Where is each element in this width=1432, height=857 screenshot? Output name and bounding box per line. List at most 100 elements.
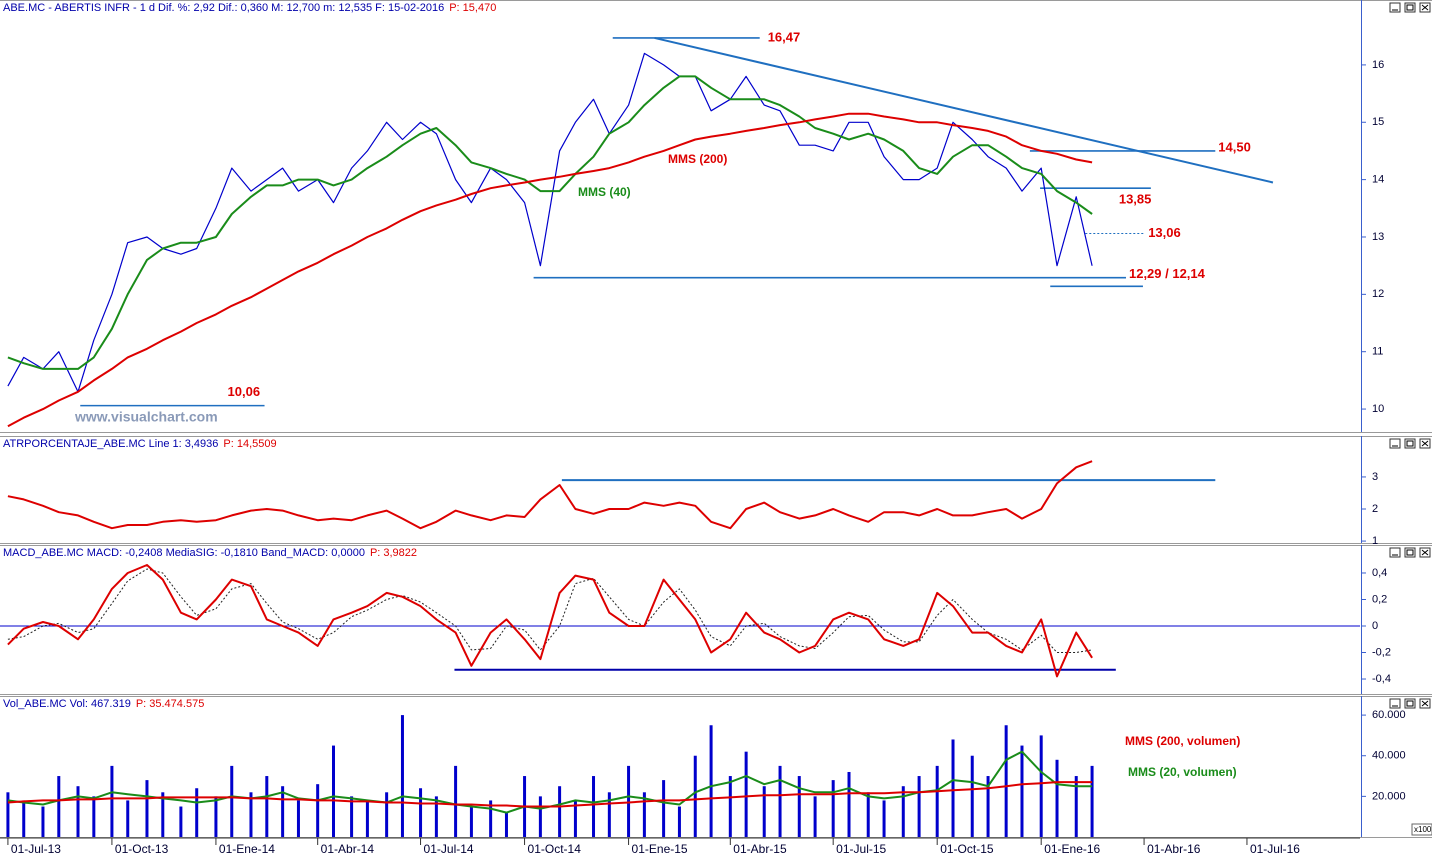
y-tick-label: 14 — [1372, 174, 1384, 186]
volume-bar — [709, 725, 713, 837]
window-button[interactable] — [1404, 547, 1416, 558]
level-label: 14,50 — [1218, 139, 1251, 154]
series-line — [7, 781, 1093, 808]
volume-bar — [1074, 776, 1078, 837]
volume-bar — [161, 792, 165, 837]
panel-title: Vol_ABE.MC Vol: 467.319 — [3, 698, 131, 710]
volume-bar — [1039, 735, 1043, 837]
volume-bar — [831, 780, 835, 837]
level-label: 13,06 — [1148, 225, 1181, 240]
volume-bar — [469, 806, 473, 837]
window-button[interactable] — [1389, 2, 1401, 13]
x-tick-label: 01-Abr-16 — [1147, 842, 1201, 856]
volume-bar — [882, 800, 886, 837]
y-tick-label: 60.000 — [1372, 709, 1406, 721]
button-glyph — [1406, 4, 1414, 11]
series-label: MMS (200) — [668, 152, 727, 166]
panel-title: ABE.MC - ABERTIS INFR - 1 d Dif. %: 2,92… — [3, 2, 444, 14]
volume-bar — [316, 784, 320, 837]
volume-bar — [296, 800, 300, 837]
panel-price: P: 15,470 — [449, 2, 496, 14]
volume-bar — [1004, 725, 1008, 837]
button-glyph — [1421, 4, 1429, 11]
unit-box — [1411, 823, 1432, 836]
series-label: MMS (40) — [578, 185, 631, 199]
volume-bar — [281, 786, 285, 837]
button-glyph — [1406, 549, 1414, 556]
volume-bar — [22, 800, 26, 837]
y-tick-label: 0,4 — [1372, 567, 1387, 579]
volume-bar — [57, 776, 61, 837]
window-button[interactable] — [1389, 698, 1401, 709]
volume-bar — [1055, 759, 1059, 837]
y-tick-label: 11 — [1372, 346, 1383, 358]
volume-bar — [847, 771, 851, 837]
y-tick-label: 20.000 — [1372, 790, 1406, 802]
volume-bar — [145, 780, 149, 837]
window-button[interactable] — [1404, 698, 1416, 709]
series-line — [7, 564, 1093, 678]
volume-bar — [489, 800, 493, 837]
panel-price: P: 14,5509 — [223, 438, 276, 450]
level-label: 13,85 — [1119, 192, 1152, 207]
volume-bar — [986, 776, 990, 837]
level-label: 12,29 / 12,14 — [1129, 266, 1206, 281]
volume-bar — [558, 786, 562, 837]
volume-bar — [230, 765, 234, 837]
volume-bar — [419, 788, 423, 837]
volume-bar — [350, 796, 354, 837]
x-tick-label: 01-Jul-13 — [11, 842, 61, 856]
volume-bar — [385, 792, 389, 837]
x-tick-label: 01-Ene-15 — [632, 842, 688, 856]
volume-bar — [935, 765, 939, 837]
button-glyph — [1421, 700, 1429, 707]
level-label: 10,06 — [228, 384, 261, 399]
x-tick-label: 01-Jul-15 — [836, 842, 886, 856]
y-tick-label: 13 — [1372, 231, 1384, 243]
volume-bar — [179, 806, 183, 837]
y-tick-label: 12 — [1372, 288, 1384, 300]
y-tick-label: 1 — [1372, 535, 1378, 547]
volume-bar — [41, 806, 45, 837]
volume-bar — [866, 792, 870, 837]
series-line — [7, 112, 1093, 428]
volume-bar — [1090, 765, 1094, 837]
x-tick-label: 01-Jul-16 — [1250, 842, 1300, 856]
panel-title: ATRPORCENTAJE_ABE.MC Line 1: 3,4936 — [3, 438, 218, 450]
panel-title: MACD_ABE.MC MACD: -0,2408 MediaSIG: -0,1… — [3, 547, 365, 559]
x-tick-label: 01-Oct-13 — [115, 842, 169, 856]
volume-bar — [744, 751, 748, 837]
window-button[interactable] — [1404, 2, 1416, 13]
volume-bar — [592, 776, 596, 837]
x-tick-label: 01-Jul-14 — [424, 842, 474, 856]
volume-bar — [110, 765, 114, 837]
volume-bar — [677, 806, 681, 837]
watermark: www.visualchart.com — [74, 409, 218, 425]
volume-bar — [693, 755, 697, 837]
y-tick-label: 10 — [1372, 403, 1384, 415]
volume-bar — [642, 792, 646, 837]
button-glyph — [1421, 440, 1429, 447]
y-tick-label: 2 — [1372, 503, 1378, 515]
volume-bar — [6, 792, 10, 837]
y-tick-label: 16 — [1372, 59, 1384, 71]
button-glyph — [1421, 549, 1429, 556]
volume-bar — [92, 796, 96, 837]
volume-bar — [504, 812, 508, 837]
series-line — [7, 75, 1093, 370]
trend-line — [654, 36, 1274, 184]
volume-bar — [662, 780, 666, 837]
volume-bar — [214, 796, 218, 837]
x-tick-label: 01-Oct-14 — [528, 842, 582, 856]
series-label: MMS (200, volumen) — [1125, 734, 1240, 748]
y-tick-label: 40.000 — [1372, 750, 1406, 762]
window-button[interactable] — [1404, 438, 1416, 449]
volume-bar — [434, 796, 438, 837]
window-button[interactable] — [1389, 438, 1401, 449]
volume-bar — [951, 739, 955, 837]
x-tick-label: 01-Ene-14 — [219, 842, 275, 856]
volume-bar — [901, 786, 905, 837]
window-button[interactable] — [1389, 547, 1401, 558]
volume-bar — [331, 745, 335, 837]
y-tick-label: 0 — [1372, 620, 1378, 632]
